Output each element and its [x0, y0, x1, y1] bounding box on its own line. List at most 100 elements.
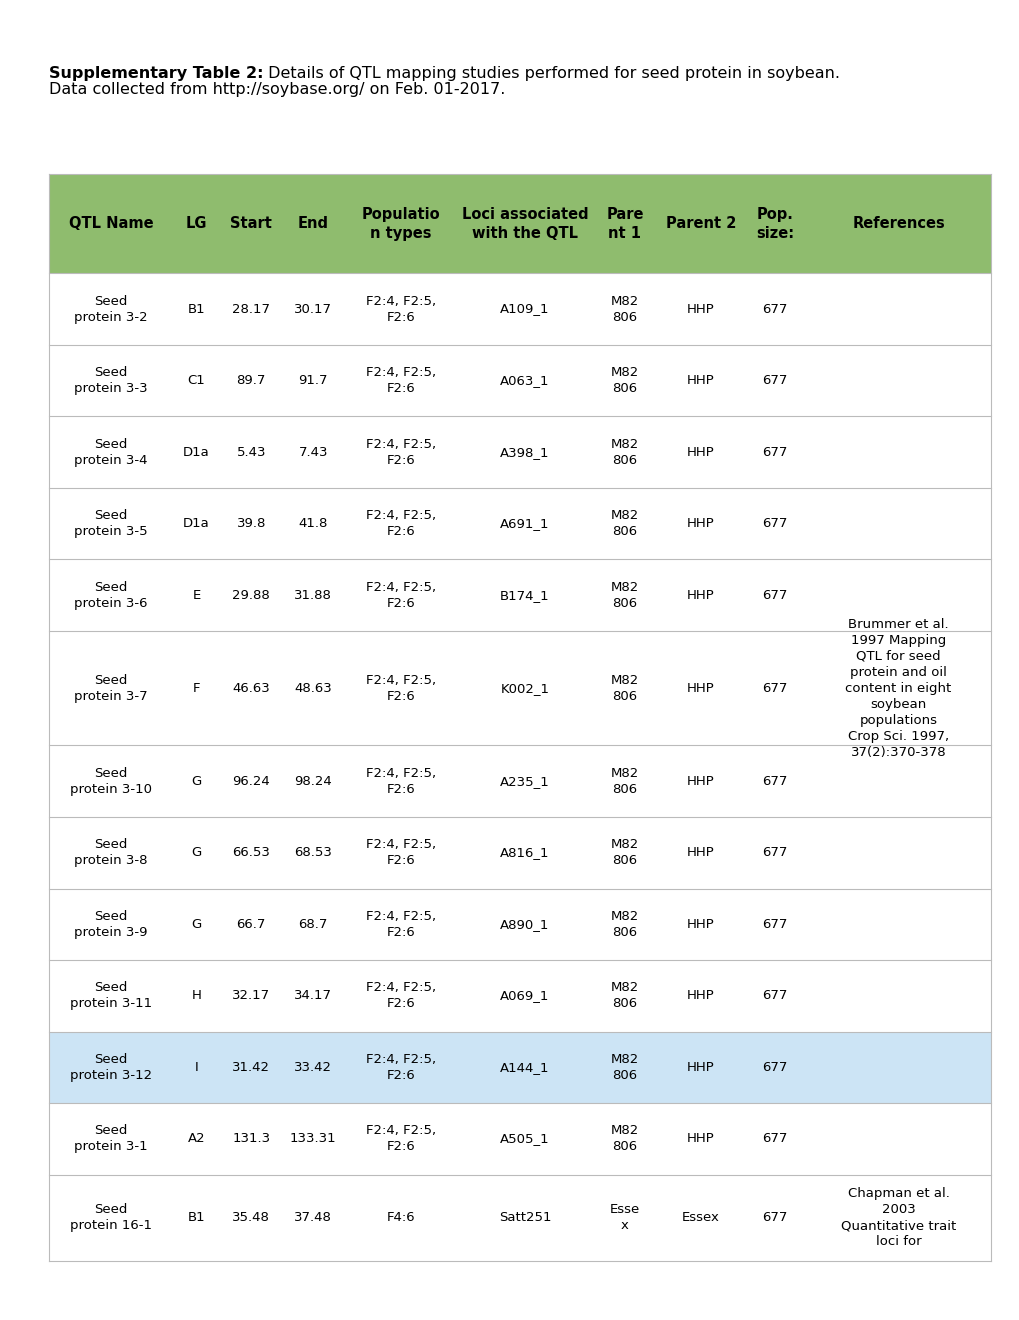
Text: 677: 677 [761, 302, 787, 315]
Text: G: G [192, 775, 202, 788]
Text: 677: 677 [761, 589, 787, 602]
Text: Seed
protein 3-4: Seed protein 3-4 [74, 438, 148, 466]
Text: 133.31: 133.31 [289, 1133, 336, 1146]
Text: 98.24: 98.24 [293, 775, 332, 788]
Text: HHP: HHP [687, 302, 714, 315]
Text: A890_1: A890_1 [499, 917, 549, 931]
Text: F2:4, F2:5,
F2:6: F2:4, F2:5, F2:6 [366, 294, 436, 323]
Text: Seed
protein 3-9: Seed protein 3-9 [74, 909, 148, 939]
Text: G: G [192, 917, 202, 931]
Text: 31.42: 31.42 [232, 1061, 270, 1074]
Text: 677: 677 [761, 374, 787, 387]
Text: 677: 677 [761, 846, 787, 859]
Text: A063_1: A063_1 [499, 374, 549, 387]
Text: F2:4, F2:5,
F2:6: F2:4, F2:5, F2:6 [366, 438, 436, 466]
Text: Seed
protein 3-3: Seed protein 3-3 [74, 366, 148, 395]
Text: HHP: HHP [687, 846, 714, 859]
Text: D1a: D1a [183, 517, 210, 531]
Text: 677: 677 [761, 917, 787, 931]
Text: 96.24: 96.24 [232, 775, 270, 788]
Text: A505_1: A505_1 [499, 1133, 549, 1146]
Text: 66.53: 66.53 [232, 846, 270, 859]
Text: F4:6: F4:6 [386, 1212, 415, 1224]
Text: F2:4, F2:5,
F2:6: F2:4, F2:5, F2:6 [366, 366, 436, 395]
Text: F2:4, F2:5,
F2:6: F2:4, F2:5, F2:6 [366, 1053, 436, 1082]
Text: B1: B1 [187, 302, 205, 315]
Text: F2:4, F2:5,
F2:6: F2:4, F2:5, F2:6 [366, 581, 436, 610]
Text: 677: 677 [761, 517, 787, 531]
Text: 91.7: 91.7 [299, 374, 327, 387]
Text: F2:4, F2:5,
F2:6: F2:4, F2:5, F2:6 [366, 767, 436, 796]
Text: Pare
nt 1: Pare nt 1 [605, 207, 643, 240]
Text: HHP: HHP [687, 681, 714, 694]
Text: Details of QTL mapping studies performed for seed protein in soybean.: Details of QTL mapping studies performed… [263, 66, 840, 81]
Text: Seed
protein 3-1: Seed protein 3-1 [74, 1125, 148, 1154]
Text: Esse
x: Esse x [609, 1203, 639, 1232]
Text: 677: 677 [761, 681, 787, 694]
Text: M82
806: M82 806 [610, 366, 639, 395]
Text: 677: 677 [761, 446, 787, 458]
Text: LG: LG [185, 216, 207, 231]
Text: 677: 677 [761, 1212, 787, 1224]
Text: 29.88: 29.88 [232, 589, 270, 602]
Text: A144_1: A144_1 [499, 1061, 549, 1074]
Text: HHP: HHP [687, 990, 714, 1002]
Text: F2:4, F2:5,
F2:6: F2:4, F2:5, F2:6 [366, 510, 436, 539]
Text: M82
806: M82 806 [610, 1125, 639, 1154]
Text: Seed
protein 3-10: Seed protein 3-10 [69, 767, 152, 796]
Text: M82
806: M82 806 [610, 767, 639, 796]
Text: A816_1: A816_1 [499, 846, 549, 859]
Text: F2:4, F2:5,
F2:6: F2:4, F2:5, F2:6 [366, 981, 436, 1010]
Text: K002_1: K002_1 [500, 681, 549, 694]
Text: HHP: HHP [687, 589, 714, 602]
Text: End: End [298, 216, 328, 231]
Text: HHP: HHP [687, 446, 714, 458]
Text: 28.17: 28.17 [232, 302, 270, 315]
Text: HHP: HHP [687, 1133, 714, 1146]
Text: A398_1: A398_1 [499, 446, 549, 458]
Text: A235_1: A235_1 [499, 775, 549, 788]
Text: 5.43: 5.43 [236, 446, 266, 458]
Text: Seed
protein 16-1: Seed protein 16-1 [69, 1203, 152, 1232]
Text: M82
806: M82 806 [610, 673, 639, 702]
Text: 31.88: 31.88 [293, 589, 332, 602]
Text: F2:4, F2:5,
F2:6: F2:4, F2:5, F2:6 [366, 909, 436, 939]
Text: M82
806: M82 806 [610, 909, 639, 939]
Text: 35.48: 35.48 [232, 1212, 270, 1224]
Text: 68.53: 68.53 [293, 846, 332, 859]
Text: Seed
protein 3-11: Seed protein 3-11 [69, 981, 152, 1010]
Text: 32.17: 32.17 [232, 990, 270, 1002]
Text: Supplementary Table 2:: Supplementary Table 2: [49, 66, 263, 81]
Text: Essex: Essex [682, 1212, 719, 1224]
Text: B174_1: B174_1 [499, 589, 549, 602]
Text: 677: 677 [761, 775, 787, 788]
Text: Populatio
n types: Populatio n types [362, 207, 440, 240]
Text: F2:4, F2:5,
F2:6: F2:4, F2:5, F2:6 [366, 1125, 436, 1154]
Text: HHP: HHP [687, 917, 714, 931]
Text: QTL Name: QTL Name [68, 216, 153, 231]
Text: 7.43: 7.43 [299, 446, 327, 458]
Text: G: G [192, 846, 202, 859]
Text: 46.63: 46.63 [232, 681, 270, 694]
Text: E: E [193, 589, 201, 602]
Text: F2:4, F2:5,
F2:6: F2:4, F2:5, F2:6 [366, 838, 436, 867]
Text: H: H [192, 990, 202, 1002]
Text: Seed
protein 3-8: Seed protein 3-8 [74, 838, 148, 867]
Text: M82
806: M82 806 [610, 838, 639, 867]
Text: M82
806: M82 806 [610, 581, 639, 610]
Text: 30.17: 30.17 [293, 302, 332, 315]
Text: 89.7: 89.7 [236, 374, 266, 387]
Text: Satt251: Satt251 [498, 1212, 550, 1224]
Text: A2: A2 [187, 1133, 205, 1146]
Text: I: I [195, 1061, 199, 1074]
Text: Loci associated
with the QTL: Loci associated with the QTL [462, 207, 588, 240]
Text: Seed
protein 3-7: Seed protein 3-7 [74, 673, 148, 702]
Text: Chapman et al.
2003
Quantitative trait
loci for: Chapman et al. 2003 Quantitative trait l… [841, 1187, 955, 1249]
Text: 131.3: 131.3 [232, 1133, 270, 1146]
Text: M82
806: M82 806 [610, 1053, 639, 1082]
Text: M82
806: M82 806 [610, 438, 639, 466]
Text: 34.17: 34.17 [293, 990, 332, 1002]
Text: 66.7: 66.7 [236, 917, 266, 931]
Text: M82
806: M82 806 [610, 981, 639, 1010]
Text: 41.8: 41.8 [299, 517, 327, 531]
